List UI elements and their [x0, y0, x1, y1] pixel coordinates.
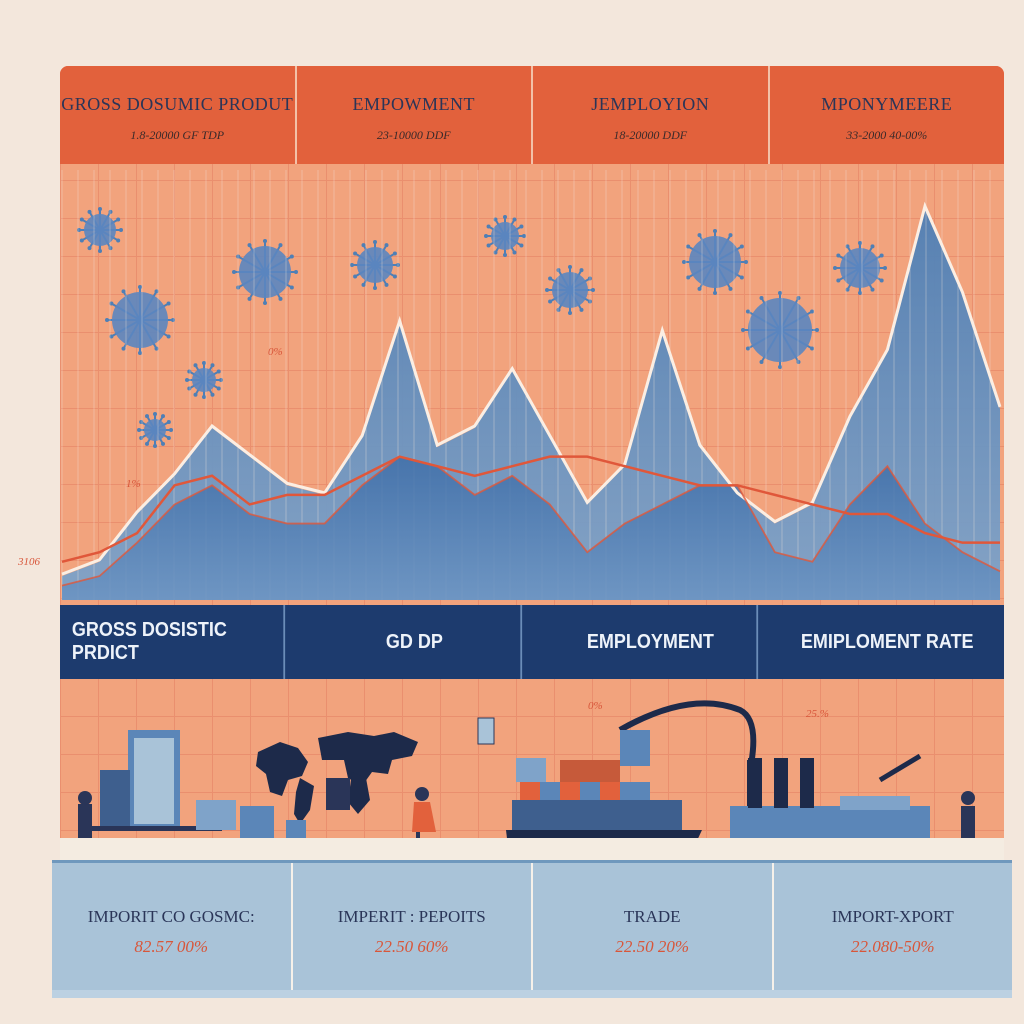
header-subtitle: 23-10000 DDF: [376, 128, 451, 142]
stat-cell: IMPORIT CO GOSMC: 82.57 00%: [52, 863, 293, 991]
stat-cell: IMPERIT : PEPOITS 22.50 60%: [293, 863, 533, 991]
series-main-outline: [61, 201, 1002, 576]
left-axis-label: 3106: [18, 556, 40, 568]
virus-icon: [105, 285, 175, 355]
annotation-percent: 1%: [126, 478, 141, 490]
virus-icons: [77, 207, 887, 448]
header-title: GROSS DOSUMIC PRODUT: [61, 94, 294, 114]
header-subtitle: 1.8-20000 GF TDP: [130, 128, 225, 142]
virus-icon: [484, 215, 526, 257]
header-cell: JEMPLOYION 18-20000 DDF: [533, 66, 770, 164]
annotation-percent: 25.%: [806, 708, 829, 720]
stat-value: 82.57 00%: [134, 937, 209, 956]
virus-icon: [350, 240, 400, 290]
header-cell: EMPOWMENT 23-10000 DDF: [297, 66, 533, 164]
stat-title: IMPORT-XPORT: [831, 907, 954, 926]
office-icon: [78, 730, 274, 852]
header-subtitle: 33-2000 40-00%: [846, 128, 928, 142]
virus-icon: [77, 207, 123, 253]
middle-label: EMPLOYMENT: [545, 605, 758, 679]
ground-strip: [60, 838, 1004, 860]
header-title: EMPOWMENT: [352, 94, 475, 114]
series-lower-line: [61, 455, 1001, 587]
stat-cell: IMPORT-XPORT 22.080-50%: [774, 863, 1013, 991]
stat-title: IMPORIT CO GOSMC:: [87, 907, 255, 926]
virus-icon: [682, 229, 748, 295]
header-band: GROSS DOSUMIC PRODUT 1.8-20000 GF TDP EM…: [60, 66, 1004, 164]
annotation-percent: 0%: [268, 346, 283, 358]
virus-icon: [232, 239, 298, 305]
stat-cell: TRADE 22.50 20%: [533, 863, 774, 991]
middle-label-band: GROSS DOSISTIC PRDICT GD DP EMPLOYMENT E…: [60, 605, 1004, 679]
middle-label: GD DP: [308, 605, 522, 679]
world-map-icon: [256, 732, 418, 824]
stat-value: 22.080-50%: [850, 937, 935, 956]
annotation-percent: 0%: [588, 700, 603, 712]
virus-icon: [833, 241, 887, 295]
header-title: JEMPLOYION: [591, 94, 710, 114]
hanging-container-icon: [620, 730, 650, 766]
header-cell: GROSS DOSUMIC PRODUT 1.8-20000 GF TDP: [60, 66, 297, 164]
virus-icon: [741, 291, 819, 369]
stat-value: 22.50 60%: [374, 937, 449, 956]
virus-icon: [185, 361, 223, 399]
header-title: MPONYMEERE: [821, 94, 953, 114]
stat-value: 22.50 20%: [615, 937, 690, 956]
header-subtitle: 18-20000 DDF: [613, 128, 688, 142]
virus-icon: [545, 265, 595, 315]
stat-title: TRADE: [623, 907, 681, 926]
bottom-stats-band: IMPORIT CO GOSMC: 82.57 00% IMPERIT : PE…: [52, 860, 1012, 991]
middle-label: EMIPLOMENT RATE: [800, 630, 974, 653]
stat-title: IMPERIT : PEPOITS: [337, 907, 486, 926]
virus-icon: [137, 412, 173, 448]
middle-label: GROSS DOSISTIC PRDICT: [72, 605, 285, 679]
area-series-lower: [62, 456, 1000, 600]
footer-line: [52, 990, 1012, 998]
header-cell: MPONYMEERE 33-2000 40-00%: [770, 66, 1005, 164]
